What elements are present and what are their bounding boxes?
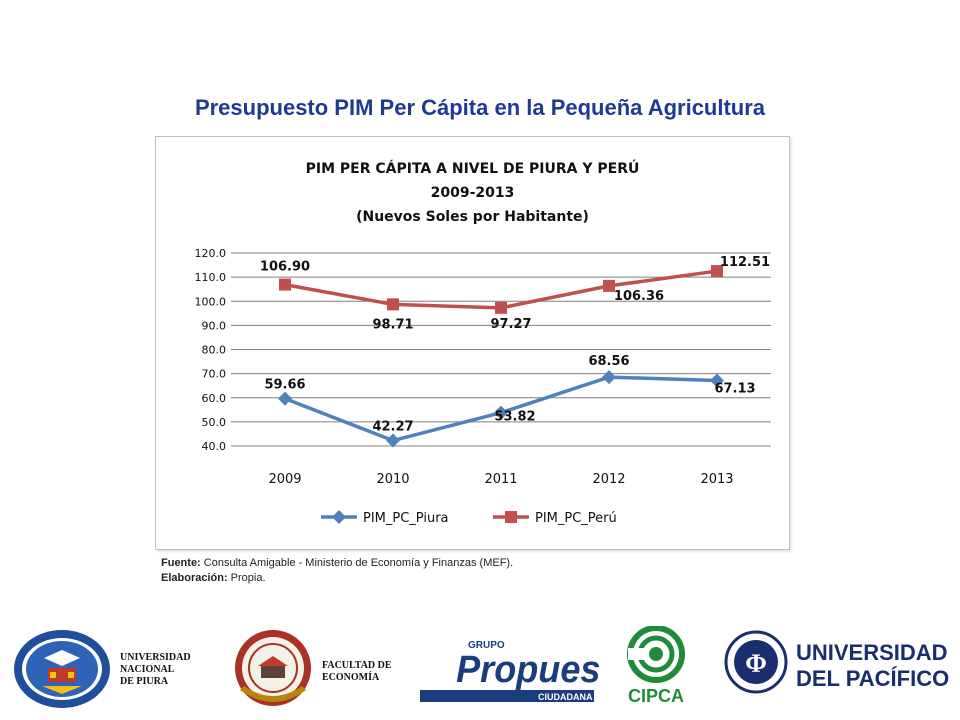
propuesta-main: Propuesta [456, 647, 600, 690]
data-point [711, 265, 723, 278]
data-point [495, 301, 507, 314]
y-tick-label: 100.0 [195, 295, 227, 308]
y-tick-label: 60.0 [202, 392, 227, 405]
data-label: 106.36 [614, 289, 664, 304]
data-point [279, 278, 291, 291]
cipca-logo: CIPCA [627, 626, 685, 706]
data-label: 98.71 [372, 317, 413, 332]
x-tick-label: 2013 [700, 472, 733, 487]
propuesta-ciudadana-logo: GRUPO Propuesta CIUDADANA [420, 640, 600, 702]
slide-title: Presupuesto PIM Per Cápita en la Pequeña… [194, 95, 766, 120]
unp-line-2: NACIONAL [120, 664, 175, 675]
unp-line-1: UNIVERSIDAD [120, 652, 191, 663]
data-label: 97.27 [490, 317, 531, 332]
x-tick-label: 2011 [484, 472, 517, 487]
facultad-line-1: FACULTAD DE [322, 660, 392, 671]
y-tick-label: 110.0 [195, 271, 227, 284]
x-tick-label: 2010 [376, 472, 409, 487]
elaboracion-text: Propia. [227, 572, 266, 584]
source-fuente: Fuente: Consulta Amigable - Ministerio d… [161, 557, 513, 569]
propuesta-bar-text: CIUDADANA [538, 692, 593, 702]
up-line-2: DEL PACÍFICO [796, 666, 949, 691]
legend-marker [332, 510, 346, 524]
x-tick-label: 2012 [592, 472, 625, 487]
data-label: 53.82 [494, 410, 535, 425]
data-label: 42.27 [372, 420, 413, 435]
data-point [387, 298, 399, 311]
facultad-name: FACULTAD DE ECONOMÍA [322, 660, 432, 684]
up-line-1: UNIVERSIDAD [796, 640, 948, 665]
fuente-label: Fuente: [161, 557, 201, 569]
data-label: 68.56 [588, 354, 629, 369]
data-point [386, 433, 400, 448]
universidad-pacifico-logo: Φ UNIVERSIDAD DEL PACÍFICO [724, 630, 949, 694]
y-tick-label: 120.0 [195, 247, 227, 260]
svg-text:Φ: Φ [745, 649, 767, 678]
legend-marker [505, 511, 517, 523]
data-point [278, 391, 292, 406]
data-point [602, 370, 616, 385]
legend-label: PIM_PC_Perú [535, 511, 617, 526]
chart-title-line-3: (Nuevos Soles por Habitante) [356, 209, 589, 225]
chart-frame: PIM PER CÁPITA A NIVEL DE PIURA Y PERÚ 2… [155, 136, 790, 550]
y-tick-label: 80.0 [202, 344, 227, 357]
y-tick-label: 90.0 [202, 319, 227, 332]
line-chart: 40.0 50.0 60.0 70.0 80.0 90.0 100.0 110.0 120.0 2… [195, 247, 771, 526]
facultad-line-2: ECONOMÍA [322, 672, 380, 683]
facultad-seal-logo [235, 630, 311, 706]
unp-line-3: DE PIURA [120, 676, 169, 687]
y-tick-label: 50.0 [202, 416, 227, 429]
chart-title-line-1: PIM PER CÁPITA A NIVEL DE PIURA Y PERÚ [305, 161, 640, 177]
legend-label: PIM_PC_Piura [363, 511, 449, 526]
x-tick-label: 2009 [268, 472, 301, 487]
unp-name: UNIVERSIDAD NACIONAL DE PIURA [120, 652, 230, 688]
y-tick-label: 40.0 [202, 440, 227, 453]
data-label: 106.90 [260, 260, 310, 275]
propuesta-small: GRUPO [468, 640, 505, 651]
elaboracion-label: Elaboración: [161, 572, 228, 584]
y-tick-label: 70.0 [202, 368, 227, 381]
data-label: 67.13 [714, 382, 755, 397]
data-label: 59.66 [264, 378, 305, 393]
fuente-text: Consulta Amigable - Ministerio de Econom… [200, 557, 514, 569]
unp-seal-logo [14, 630, 110, 708]
source-elaboracion: Elaboración: Propia. [161, 572, 266, 584]
data-point [494, 405, 508, 420]
cipca-name: CIPCA [628, 686, 684, 706]
data-label: 112.51 [720, 255, 770, 270]
data-point [603, 279, 615, 292]
chart-title-line-2: 2009-2013 [430, 185, 515, 201]
data-point [710, 373, 724, 388]
